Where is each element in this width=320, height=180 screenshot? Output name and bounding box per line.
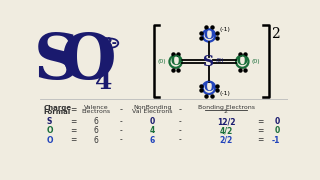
Text: O: O [204,29,214,42]
Text: -: - [179,136,182,145]
Text: -: - [179,117,182,126]
Text: Bonding Electrons: Bonding Electrons [197,105,254,110]
Text: 6: 6 [93,136,98,145]
Text: (0): (0) [215,58,224,63]
Text: 4: 4 [95,70,112,94]
Text: S: S [46,117,52,126]
Text: =: = [70,136,76,145]
Text: S: S [204,55,214,69]
Text: (0): (0) [252,59,260,64]
Text: O: O [237,55,248,68]
Text: O: O [60,31,116,92]
Text: (0): (0) [157,59,166,64]
Text: (-1): (-1) [220,91,231,96]
Text: -: - [179,126,182,135]
Text: 2-: 2- [104,37,117,50]
Text: Val Electrons: Val Electrons [132,109,172,114]
Text: 6: 6 [150,136,155,145]
Text: 4/2: 4/2 [220,126,233,135]
Text: S: S [34,31,80,92]
Text: 6: 6 [93,117,98,126]
Text: -1: -1 [272,136,280,145]
Text: -: - [119,105,122,114]
Text: =: = [258,126,264,135]
Text: Formal: Formal [44,109,71,115]
Text: 0: 0 [150,117,155,126]
Text: Valence: Valence [84,105,108,110]
Text: =: = [70,117,76,126]
Text: -: - [119,136,122,145]
Text: 0: 0 [275,117,280,126]
Text: =: = [70,105,76,114]
Text: 0: 0 [275,126,280,135]
Text: =: = [258,117,264,126]
Text: O: O [46,126,53,135]
Text: Electrons: Electrons [81,109,110,114]
Text: (-1): (-1) [220,27,231,32]
Text: O: O [204,81,214,94]
Text: 12/2: 12/2 [217,117,235,126]
Text: 6: 6 [93,126,98,135]
Text: Charge: Charge [44,105,72,111]
Text: -: - [119,126,122,135]
Text: 4: 4 [150,126,155,135]
Text: O: O [170,55,181,68]
Text: 2: 2 [224,109,228,114]
Text: O: O [46,136,53,145]
Text: 2: 2 [271,27,280,41]
Text: -: - [179,105,182,114]
Text: -: - [119,117,122,126]
Text: =: = [258,136,264,145]
Text: NonBonding: NonBonding [133,105,172,110]
Text: 2/2: 2/2 [220,136,233,145]
Text: =: = [70,126,76,135]
